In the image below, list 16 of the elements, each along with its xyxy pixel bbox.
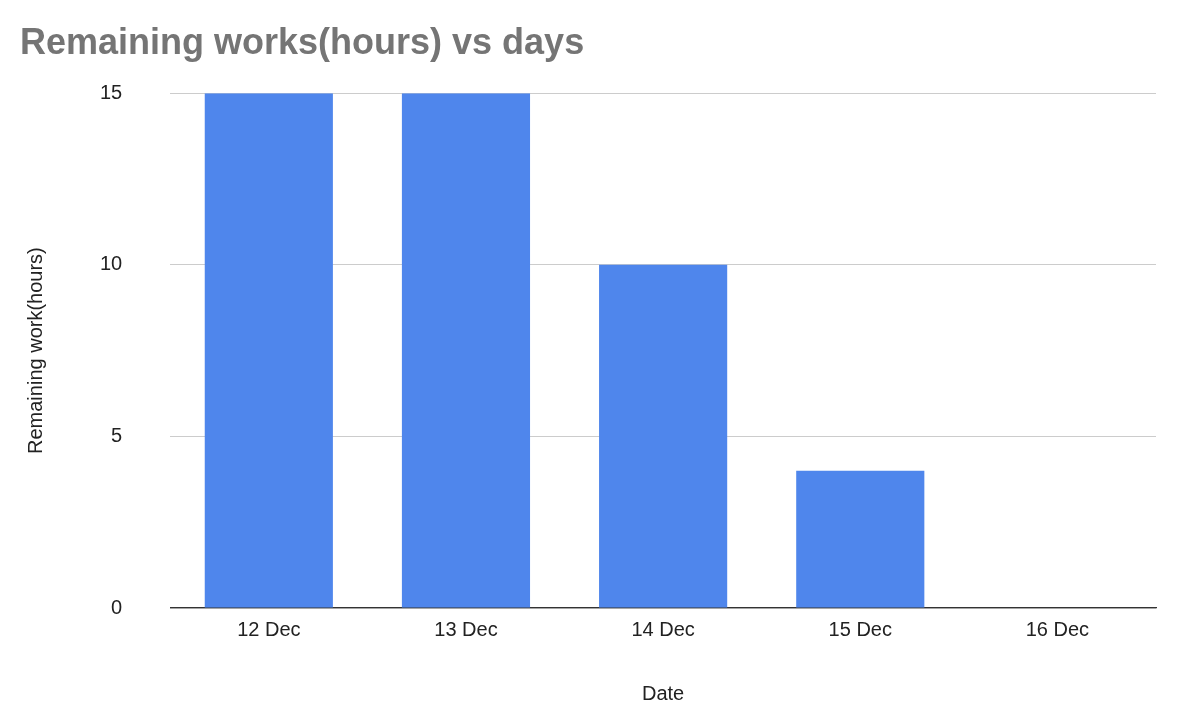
y-tick-label: 15 [100,80,123,103]
bar [796,470,925,608]
y-tick-label: 10 [100,252,123,275]
bar [599,264,728,608]
x-tick-label: 15 Dec [828,617,892,640]
x-tick-label: 13 Dec [434,617,498,640]
y-tick-label: 5 [111,423,123,446]
x-tick-label: 16 Dec [1025,617,1090,640]
bar [401,93,531,608]
y-tick-label: 0 [111,595,123,618]
chart-title: Remaining works(hours) vs days [20,20,585,62]
bar [204,93,333,608]
x-tick-label: 14 Dec [631,617,695,640]
y-axis-title: Remaining work(hours) [23,247,46,454]
x-axis-title: Date [642,681,685,704]
x-tick-label: 12 Dec [237,617,301,640]
